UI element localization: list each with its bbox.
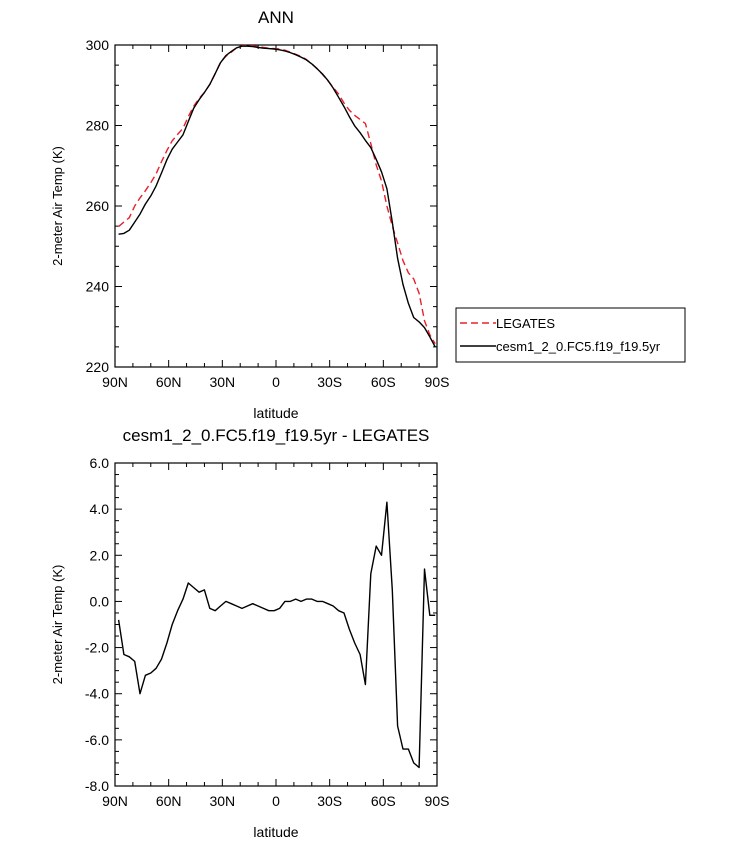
y-axis-label: 2-meter Air Temp (K)	[50, 146, 65, 266]
x-tick-label: 60N	[156, 374, 182, 390]
x-axis-label: latitude	[253, 405, 298, 421]
x-tick-label: 30S	[317, 793, 342, 809]
x-tick-label: 0	[272, 793, 280, 809]
chart-title: ANN	[258, 8, 294, 27]
x-tick-label: 90S	[425, 374, 450, 390]
legend-box	[455, 307, 686, 363]
x-tick-label: 90S	[425, 793, 450, 809]
series-line-1	[117, 501, 436, 769]
chart-title: cesm1_2_0.FC5.f19_f19.5yr - LEGATES	[123, 426, 430, 445]
y-tick-label: 2.0	[90, 547, 110, 563]
y-tick-label: 300	[86, 37, 110, 53]
x-tick-label: 60S	[371, 793, 396, 809]
legend: LEGATES cesm1_2_0.FC5.f19_f19.5yr	[455, 307, 686, 363]
y-tick-label: 4.0	[90, 501, 110, 517]
y-tick-label: -4.0	[85, 686, 109, 702]
legend-label-1: LEGATES	[496, 316, 555, 331]
x-tick-label: 30N	[209, 793, 235, 809]
x-tick-label: 30N	[209, 374, 235, 390]
y-axis-label: 2-meter Air Temp (K)	[50, 565, 65, 685]
plot-frame	[114, 44, 438, 368]
x-tick-label: 30S	[317, 374, 342, 390]
x-tick-label: 90N	[102, 793, 128, 809]
y-tick-label: 0.0	[90, 593, 110, 609]
chart-panel-2: 90N 60N 30N 0 30S 60S 90S -8.0 -6.0 -4.0 -2.0 0.0 2.…	[50, 426, 449, 840]
y-tick-label: 240	[86, 279, 110, 295]
series-line-2	[118, 45, 436, 348]
y-tick-label: -2.0	[85, 640, 109, 656]
x-tick-label: 60S	[371, 374, 396, 390]
x-tick-label: 90N	[102, 374, 128, 390]
y-tick-label: -6.0	[85, 732, 109, 748]
y-tick-label: -8.0	[85, 778, 109, 794]
y-tick-label: 260	[86, 198, 110, 214]
legend-label-2: cesm1_2_0.FC5.f19_f19.5yr	[496, 339, 661, 354]
x-tick-label: 60N	[156, 793, 182, 809]
y-tick-label: 220	[86, 359, 110, 375]
plot-frame	[114, 462, 438, 787]
y-tick-label: 280	[86, 118, 110, 134]
y-tick-label: 6.0	[90, 455, 110, 471]
x-tick-label: 0	[272, 374, 280, 390]
x-axis-label: latitude	[253, 824, 298, 840]
chart-panel-1: 90N 60N 30N 0 30S 60S 90S 220 240 260 280 300 ANN lat…	[50, 8, 686, 421]
